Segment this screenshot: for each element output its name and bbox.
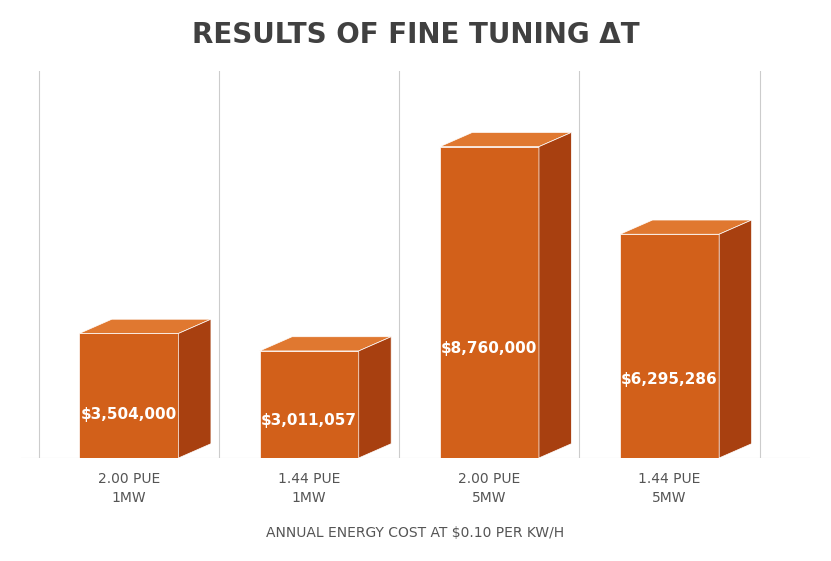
Polygon shape (259, 337, 391, 351)
Polygon shape (440, 132, 572, 146)
Polygon shape (539, 132, 572, 458)
Text: $3,504,000: $3,504,000 (81, 407, 177, 422)
Polygon shape (359, 337, 391, 458)
Text: $8,760,000: $8,760,000 (441, 342, 538, 356)
Polygon shape (259, 351, 359, 458)
Polygon shape (620, 234, 719, 458)
Polygon shape (80, 319, 211, 333)
Polygon shape (80, 333, 179, 458)
X-axis label: ANNUAL ENERGY COST AT $0.10 PER KW/H: ANNUAL ENERGY COST AT $0.10 PER KW/H (267, 526, 564, 540)
Title: RESULTS OF FINE TUNING ΔT: RESULTS OF FINE TUNING ΔT (192, 21, 639, 49)
Text: $6,295,286: $6,295,286 (622, 372, 718, 387)
Text: $3,011,057: $3,011,057 (261, 413, 357, 428)
Polygon shape (620, 220, 751, 234)
Polygon shape (719, 220, 751, 458)
Polygon shape (179, 319, 211, 458)
Polygon shape (440, 146, 539, 458)
